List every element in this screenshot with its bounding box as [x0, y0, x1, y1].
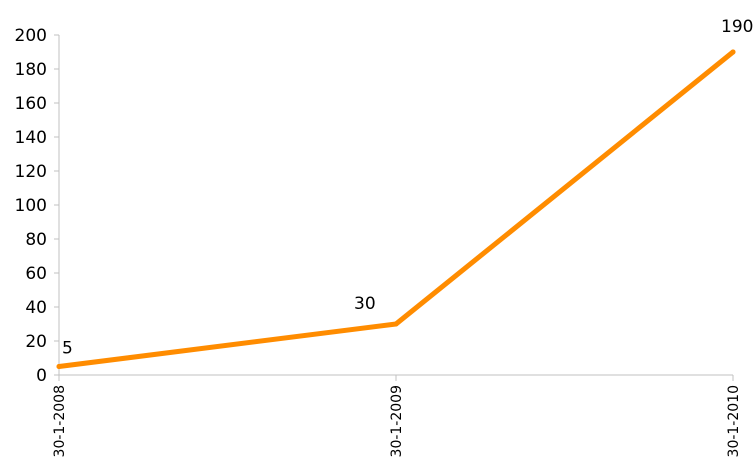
y-tick-label: 20 [25, 332, 47, 352]
x-tick-label: 30-1-2009 [389, 385, 405, 457]
y-tick-label: 0 [36, 366, 47, 386]
axes: 0 20 40 60 80 100 120 140 160 180 200 30-1-2008 30-1… [15, 26, 742, 457]
y-tick-label: 180 [15, 60, 47, 80]
data-labels: 5 30 190 [62, 17, 753, 359]
data-point [56, 364, 62, 369]
x-tick-label: 30-1-2010 [726, 385, 742, 457]
x-tick-label: 30-1-2008 [52, 385, 68, 457]
data-point [393, 321, 399, 327]
data-label: 5 [62, 339, 73, 359]
data-label: 30 [354, 294, 376, 314]
y-tick-label: 40 [25, 298, 47, 318]
series-line [56, 49, 736, 369]
y-tick-label: 120 [15, 162, 47, 182]
data-label: 190 [721, 17, 753, 37]
y-tick-label: 80 [25, 230, 47, 250]
data-point [730, 49, 736, 55]
y-tick-label: 100 [15, 196, 47, 216]
series-layer [56, 49, 736, 369]
y-tick-label: 160 [15, 94, 47, 114]
y-tick-label: 60 [25, 264, 47, 284]
y-tick-label: 140 [15, 128, 47, 148]
y-tick-label: 200 [15, 26, 47, 46]
